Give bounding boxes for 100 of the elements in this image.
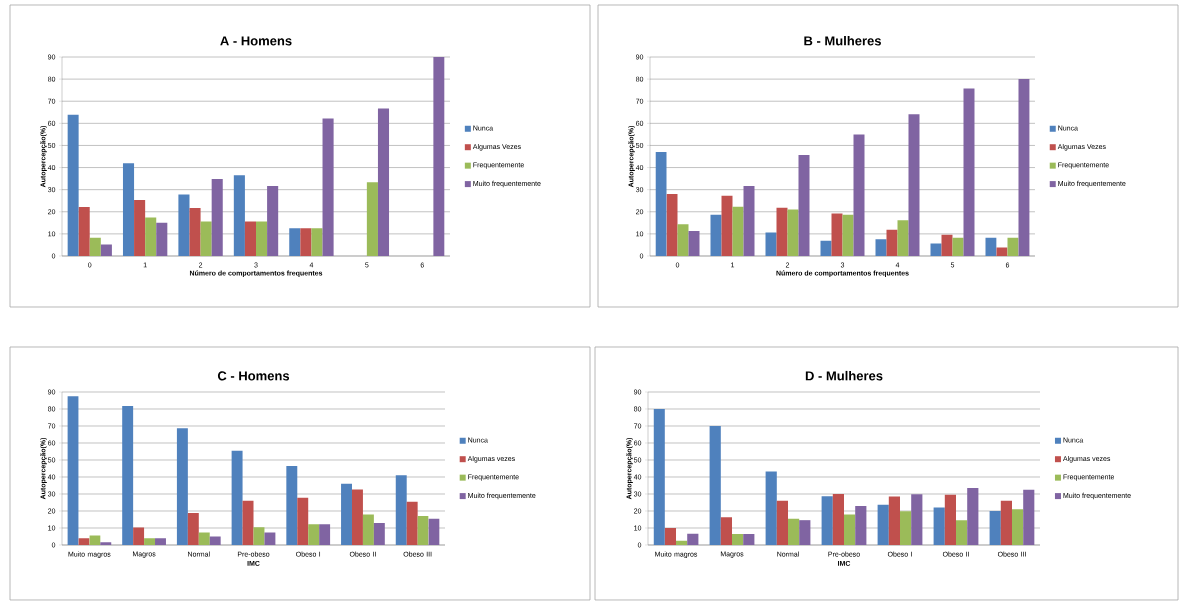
bar (264, 532, 276, 545)
bar (900, 511, 912, 545)
bar (308, 524, 320, 545)
bar (428, 518, 440, 545)
bar (832, 493, 844, 545)
bar (676, 540, 688, 545)
bar (933, 507, 945, 545)
bar (377, 108, 390, 256)
bar (765, 232, 777, 256)
bar (341, 483, 352, 545)
bar (853, 134, 865, 256)
bar (655, 152, 667, 256)
bar (395, 475, 407, 545)
bar (122, 406, 134, 545)
bar (842, 214, 854, 256)
bar (941, 234, 953, 256)
bar (897, 220, 909, 256)
bar (89, 237, 101, 256)
bar (176, 428, 188, 545)
bar (888, 496, 900, 545)
bar (189, 208, 201, 256)
bar (267, 186, 279, 256)
bar (78, 206, 90, 256)
bar (952, 237, 964, 256)
bar (1000, 500, 1012, 545)
bar (156, 222, 168, 256)
bar (687, 533, 699, 545)
bar (877, 504, 889, 545)
bar (311, 228, 323, 256)
bar (144, 538, 156, 545)
bar (799, 520, 811, 545)
bar (688, 231, 700, 256)
bar (911, 494, 923, 545)
bar (709, 425, 721, 545)
bar (78, 538, 90, 545)
bar (100, 244, 112, 256)
bar (1018, 79, 1030, 256)
bar (653, 408, 665, 545)
bar (967, 488, 979, 545)
bar (231, 450, 243, 545)
bar (821, 496, 833, 545)
bar (664, 527, 677, 545)
bar (256, 221, 268, 256)
bar (198, 532, 210, 545)
bar (788, 518, 800, 545)
bar (366, 182, 378, 256)
bar (300, 228, 312, 256)
bar (209, 536, 221, 545)
bar (133, 527, 145, 545)
bar (886, 229, 898, 256)
bar (244, 221, 257, 256)
bar (89, 535, 101, 545)
bar (319, 524, 331, 545)
bar (155, 538, 166, 545)
bar (989, 510, 1001, 545)
bar (178, 194, 190, 256)
bar (242, 500, 254, 545)
bar (963, 88, 975, 256)
bar (831, 213, 843, 256)
bar (200, 221, 212, 256)
bar (253, 527, 265, 545)
bar (996, 247, 1008, 256)
bar (776, 500, 789, 545)
bar (956, 520, 968, 545)
bar (1007, 237, 1019, 256)
bar (721, 195, 733, 256)
bar (1012, 509, 1024, 545)
chart-title: B - Mulheres (804, 35, 881, 46)
chart-title: C - Homens (217, 371, 290, 381)
bar (433, 57, 445, 256)
chart-title: D - Mulheres (805, 370, 883, 381)
bar (211, 179, 223, 256)
bar (406, 501, 418, 545)
bar (1023, 489, 1035, 545)
bar (351, 489, 363, 545)
bar (732, 206, 744, 256)
bar (145, 217, 157, 256)
bar (732, 533, 744, 545)
bar (985, 237, 997, 256)
bar (322, 118, 334, 256)
bar (844, 514, 856, 545)
bar (373, 522, 385, 545)
bar (122, 163, 135, 256)
bar (67, 396, 79, 545)
bar (710, 214, 722, 256)
bar (875, 239, 887, 256)
bar (944, 494, 956, 545)
bar (798, 154, 810, 256)
bar (930, 243, 942, 256)
bar (289, 228, 301, 256)
bar (908, 114, 920, 256)
bar (765, 471, 777, 545)
bar (677, 224, 689, 256)
bar (67, 114, 79, 256)
bar (362, 514, 374, 545)
bar (787, 209, 799, 256)
bar (286, 465, 298, 545)
bar (297, 497, 309, 545)
bar (720, 517, 732, 545)
chart-title: A - Homens (220, 36, 292, 46)
